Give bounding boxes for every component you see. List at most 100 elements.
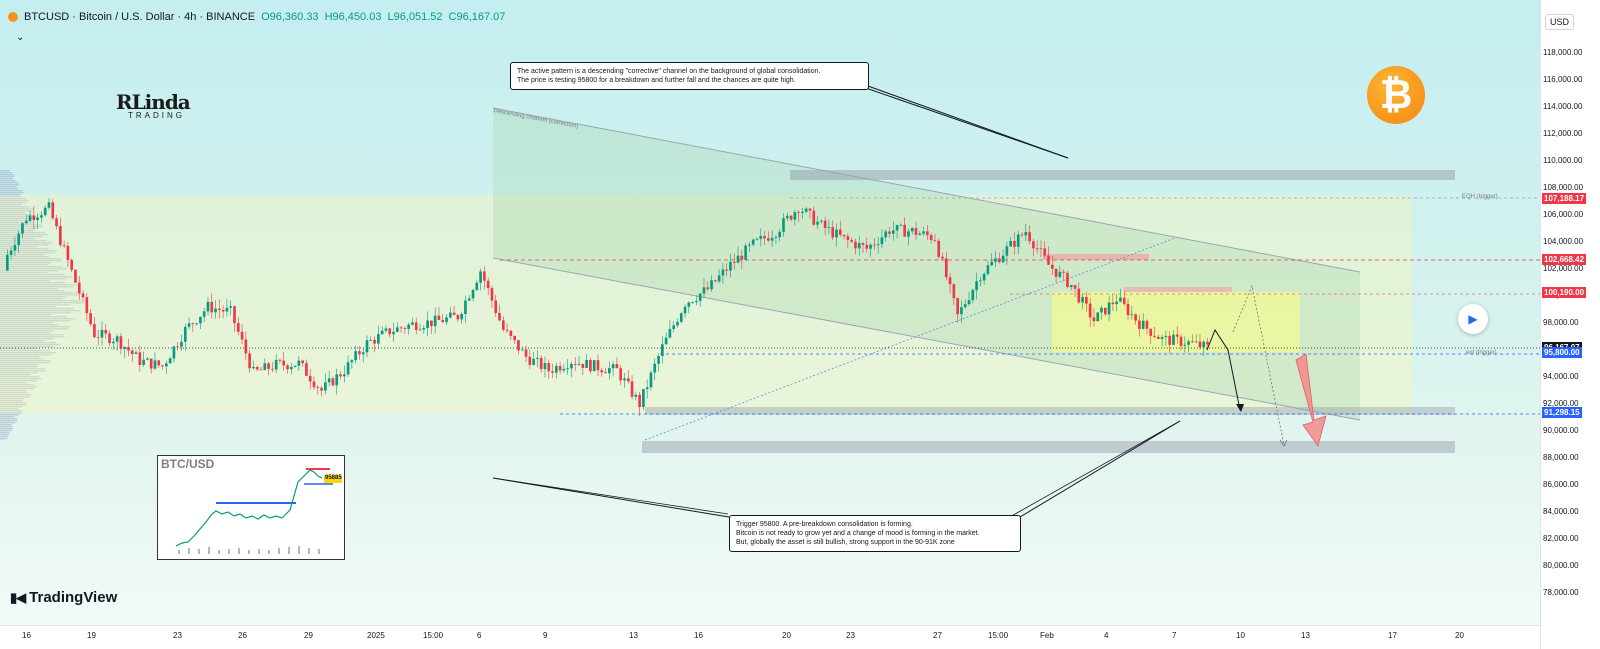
volume-profile-bar: [0, 380, 37, 382]
candle-body: [36, 217, 39, 221]
candle-body: [789, 215, 793, 220]
candle-body: [471, 289, 475, 299]
price-axis[interactable]: 78,000.00 80,000.00 82,000.00 84,000.00 86,0…: [1540, 0, 1600, 649]
bitcoin-icon: [8, 12, 18, 22]
candle-body: [441, 319, 445, 323]
volume-profile-bar: [0, 238, 35, 240]
candle-body: [960, 307, 963, 315]
candle-body: [536, 357, 539, 359]
volume-profile-bar: [0, 284, 77, 286]
volume-profile-bar: [0, 186, 17, 188]
candle-body: [1077, 288, 1081, 303]
candle-body: [528, 356, 532, 365]
candle-body: [763, 236, 766, 239]
callout-bottom[interactable]: Trigger 95800. A pre-breakdown consolida…: [729, 515, 1021, 552]
candle-body: [812, 210, 816, 225]
volume-profile: [0, 170, 85, 440]
volume-profile-bar: [0, 194, 22, 196]
candle-body: [312, 381, 316, 388]
candle-body: [210, 301, 214, 313]
candle-body: [1009, 240, 1012, 247]
volume-profile-bar: [0, 178, 13, 180]
candle-body: [634, 394, 638, 397]
volume-profile-bar: [0, 260, 62, 262]
candle-body: [668, 328, 672, 338]
candle-body: [218, 308, 221, 311]
price-tick-label: 78,000.00: [1543, 588, 1579, 597]
support-zone: [645, 407, 1455, 415]
candle-body: [282, 360, 286, 366]
candle-body: [929, 235, 933, 241]
candle-body: [1020, 234, 1024, 236]
time-tick-label: 17: [1388, 631, 1397, 640]
candle-body: [653, 363, 657, 373]
candle-body: [324, 382, 327, 391]
candle-body: [361, 352, 365, 355]
volume-profile-bar: [0, 182, 19, 184]
time-tick-label: 15:00: [988, 631, 1009, 640]
candle-body: [1111, 302, 1115, 305]
brand-logo: RLinda TRADING: [116, 92, 191, 120]
volume-profile-bar: [0, 170, 10, 172]
volume-profile-bar: [0, 372, 38, 374]
volume-profile-bar: [0, 230, 35, 232]
candle-body: [1088, 303, 1092, 318]
symbol-title[interactable]: BTCUSD · Bitcoin / U.S. Dollar · 4h · BI…: [24, 11, 256, 23]
candle-body: [1179, 336, 1183, 346]
chart-plot[interactable]: [0, 0, 1540, 625]
play-icon[interactable]: ▶: [1458, 304, 1488, 334]
currency-selector[interactable]: USD: [1545, 14, 1575, 30]
candle-body: [615, 364, 619, 369]
inset-price-tag: 95885: [325, 475, 342, 481]
candle-body: [51, 202, 55, 219]
time-tick-label: 27: [933, 631, 942, 640]
candle-body: [903, 224, 906, 237]
volume-profile-bar: [0, 312, 71, 314]
candle-body: [81, 293, 85, 298]
candle-body: [271, 368, 274, 370]
candle-body: [831, 227, 835, 238]
callout-bottom-pointer-a: [492, 477, 736, 519]
volume-profile-bar: [0, 280, 50, 282]
volume-profile-bar: [0, 242, 53, 244]
candle-body: [172, 346, 176, 359]
candle-body: [115, 336, 119, 342]
volume-profile-bar: [0, 174, 14, 176]
volume-profile-bar: [0, 196, 21, 198]
time-tick-label: 26: [238, 631, 247, 640]
candle-body: [384, 328, 388, 331]
price-tick-label: 86,000.00: [1543, 480, 1579, 489]
time-axis[interactable]: 16 19 23 26 29 2025 15:00 6 9 13 16 20 23 27 15:00 Feb 4…: [0, 625, 1540, 649]
candle-body: [880, 237, 884, 245]
volume-profile-bar: [0, 192, 24, 194]
candle-body: [483, 271, 486, 281]
volume-profile-bar: [0, 366, 37, 368]
time-tick-label: 13: [629, 631, 638, 640]
candle-body: [801, 211, 804, 213]
candle-body: [240, 331, 244, 340]
forecast-arrowhead-main: [1236, 404, 1244, 412]
candle-body: [1191, 341, 1194, 343]
candle-body: [414, 322, 418, 330]
candle-body: [986, 265, 990, 274]
candle-body: [32, 215, 36, 221]
candle-body: [1206, 341, 1209, 345]
candle-body: [43, 207, 47, 216]
candle-body: [710, 280, 713, 290]
eqh-label: EQH (trigger): [1462, 194, 1498, 200]
callout-top[interactable]: The active pattern is a descending "corr…: [510, 62, 869, 90]
volume-profile-bar: [0, 278, 66, 280]
candle-body: [346, 362, 350, 375]
candle-body: [619, 368, 623, 381]
price-tick-label: 114,000.00: [1543, 102, 1583, 111]
tradingview-logo[interactable]: ▮◀ TradingView: [10, 589, 117, 606]
candle-body: [1001, 255, 1005, 263]
candle-body: [884, 231, 888, 238]
candle-body: [452, 312, 456, 315]
chevron-down-icon[interactable]: ⌄: [16, 32, 25, 43]
candle-body: [1153, 335, 1156, 337]
price-tag: 100,190.00: [1542, 287, 1587, 299]
candle-body: [1149, 328, 1153, 336]
candle-body: [539, 357, 543, 370]
